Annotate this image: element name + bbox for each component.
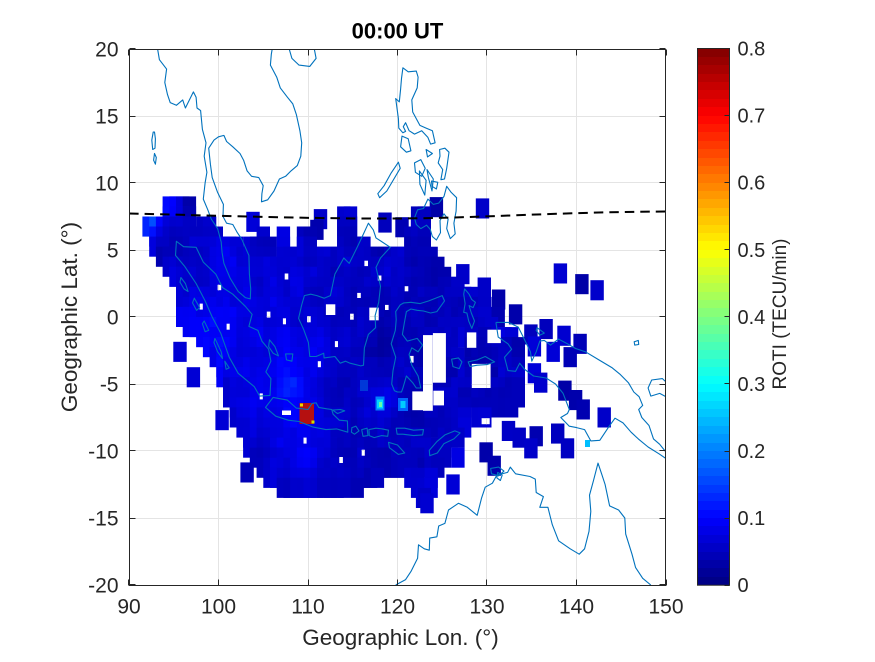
svg-text:Geographic Lat. (°): Geographic Lat. (°): [57, 222, 82, 412]
svg-text:Geographic Lon. (°): Geographic Lon. (°): [302, 625, 499, 650]
svg-text:0: 0: [107, 307, 119, 330]
svg-text:0.4: 0.4: [738, 307, 766, 329]
svg-text:0.1: 0.1: [738, 508, 766, 530]
svg-text:90: 90: [117, 596, 140, 619]
svg-text:110: 110: [291, 596, 324, 619]
svg-text:-10: -10: [88, 441, 118, 464]
svg-text:150: 150: [648, 596, 683, 619]
svg-text:130: 130: [469, 596, 504, 619]
svg-text:00:00 UT: 00:00 UT: [352, 19, 444, 44]
svg-text:0.6: 0.6: [738, 173, 766, 195]
svg-text:0: 0: [738, 575, 749, 597]
svg-text:5: 5: [107, 240, 119, 263]
svg-text:15: 15: [95, 106, 118, 129]
svg-text:140: 140: [559, 596, 594, 619]
svg-text:0.2: 0.2: [738, 441, 766, 463]
svg-text:0.8: 0.8: [738, 39, 766, 61]
svg-text:10: 10: [95, 173, 118, 196]
svg-text:20: 20: [95, 39, 118, 62]
svg-text:0.5: 0.5: [738, 240, 766, 262]
svg-text:0.3: 0.3: [738, 374, 766, 396]
svg-text:0.7: 0.7: [738, 106, 766, 128]
svg-text:120: 120: [380, 596, 415, 619]
svg-text:-15: -15: [88, 508, 118, 531]
svg-text:ROTI (TECU/min): ROTI (TECU/min): [770, 239, 791, 390]
svg-text:-5: -5: [100, 374, 119, 397]
svg-text:100: 100: [201, 596, 236, 619]
svg-text:-20: -20: [88, 575, 118, 598]
